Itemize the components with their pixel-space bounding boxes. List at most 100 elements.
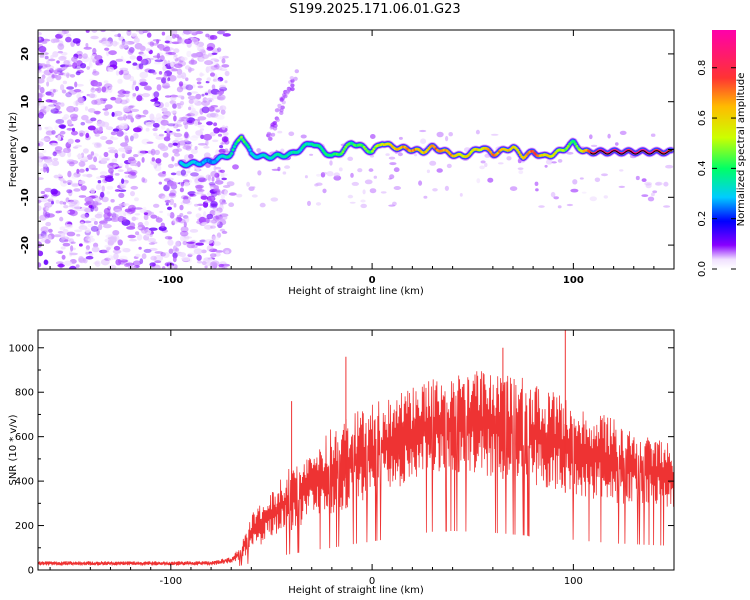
noise-blob (294, 69, 299, 74)
noise-blob (112, 217, 116, 221)
noise-blob (228, 192, 237, 196)
noise-blob (154, 59, 164, 63)
noise-blob (54, 110, 63, 114)
noise-blob (183, 139, 189, 143)
noise-blob (66, 119, 72, 126)
noise-blob (75, 264, 80, 268)
noise-blob (221, 64, 230, 68)
noise-blob (172, 122, 179, 129)
noise-blob (62, 71, 69, 75)
noise-blob (152, 262, 156, 267)
noise-blob (351, 181, 359, 186)
noise-blob (136, 55, 143, 62)
noise-blob (127, 234, 136, 239)
noise-blob (74, 229, 83, 233)
noise-blob (76, 154, 83, 158)
noise-blob (429, 160, 437, 166)
noise-blob (420, 138, 427, 144)
noise-blob (203, 133, 212, 141)
noise-blob (62, 80, 68, 85)
noise-blob (101, 185, 105, 192)
noise-blob (146, 211, 155, 215)
noise-blob (74, 65, 81, 70)
noise-blob (282, 171, 287, 175)
ridge-cell (341, 150, 345, 154)
noise-blob (362, 189, 366, 195)
noise-blob (80, 156, 88, 161)
noise-blob (217, 133, 223, 137)
noise-blob (210, 58, 218, 61)
noise-blob (38, 126, 42, 131)
noise-blob (58, 40, 64, 47)
noise-blob (172, 217, 179, 224)
noise-blob (45, 99, 53, 103)
noise-blob (398, 136, 403, 140)
noise-blob (111, 111, 115, 117)
noise-blob (65, 92, 72, 98)
noise-blob (61, 52, 68, 56)
ridge-core-line (589, 150, 673, 155)
noise-blob (154, 260, 162, 264)
noise-blob (43, 234, 52, 240)
noise-blob (174, 152, 180, 157)
noise-blob (49, 197, 54, 201)
noise-blob (216, 232, 222, 238)
noise-blob (137, 149, 146, 156)
noise-blob (78, 180, 86, 185)
noise-blob (127, 173, 137, 179)
noise-blob (479, 165, 485, 170)
noise-blob (99, 249, 108, 254)
noise-blob (119, 99, 128, 105)
noise-blob (197, 143, 207, 146)
noise-blob (103, 224, 112, 229)
noise-blob (168, 248, 174, 254)
noise-blob (138, 246, 142, 250)
noise-blob (169, 182, 174, 187)
ridge-layer (179, 135, 673, 167)
noise-blob (66, 72, 70, 79)
noise-blob (213, 188, 221, 193)
noise-blob (51, 200, 54, 205)
noise-blob (619, 169, 624, 172)
noise-blob (75, 71, 81, 76)
noise-blob (88, 60, 92, 68)
noise-blob (130, 135, 134, 142)
noise-blob (122, 248, 131, 253)
noise-blob (100, 136, 108, 140)
noise-blob (136, 234, 143, 241)
noise-blob (107, 147, 116, 150)
noise-blob (214, 211, 221, 216)
noise-blob (111, 158, 118, 163)
noise-blob (179, 204, 184, 211)
noise-blob (210, 170, 218, 178)
noise-blob (173, 115, 177, 122)
noise-blob (44, 126, 49, 130)
noise-blob (132, 93, 137, 97)
noise-blob (615, 142, 619, 146)
noise-blob (64, 239, 69, 242)
noise-blob (187, 92, 192, 96)
noise-blob (219, 198, 226, 204)
spectrogram-x-label: Height of straight line (km) (288, 286, 424, 297)
noise-blob (113, 253, 119, 260)
noise-blob (183, 30, 192, 35)
noise-blob (153, 203, 160, 208)
noise-blob (205, 80, 210, 84)
noise-blob (272, 120, 278, 125)
noise-blob (178, 81, 184, 87)
noise-blob (75, 144, 82, 148)
noise-blob (60, 54, 67, 60)
noise-blob (117, 94, 126, 98)
noise-blob (216, 91, 222, 95)
noise-blob (196, 81, 202, 85)
noise-blob (210, 235, 220, 241)
noise-blob (204, 265, 208, 269)
noise-blob (73, 100, 79, 106)
noise-blob (164, 199, 171, 203)
noise-blob (215, 115, 225, 120)
noise-blob (635, 175, 640, 181)
noise-blob (197, 124, 205, 128)
noise-blob (203, 211, 207, 218)
noise-blob (62, 180, 67, 184)
ridge-cell (342, 148, 346, 151)
